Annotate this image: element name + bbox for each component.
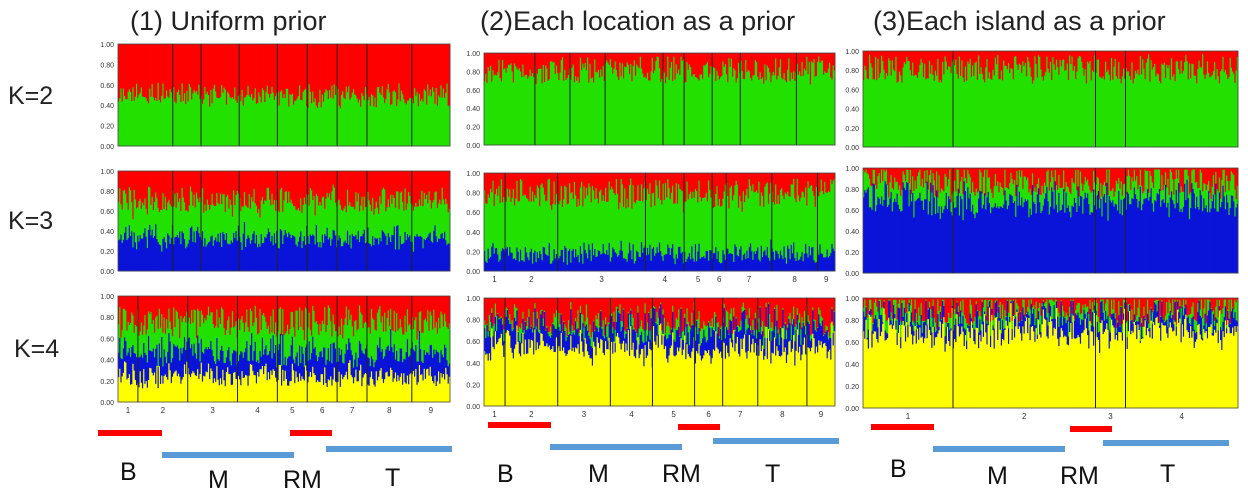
population-tick-label: 2 xyxy=(529,275,534,284)
y-tick-label: 0.00 xyxy=(845,145,859,152)
y-tick-label: 0.00 xyxy=(845,271,859,278)
population-tick-label: 1 xyxy=(492,275,497,284)
y-tick-label: 0.60 xyxy=(100,336,114,343)
y-tick-label: 0.00 xyxy=(466,269,480,276)
y-tick-label: 0.60 xyxy=(845,208,859,215)
structure-plot-uniform-k2: 0.00 0.20 0.40 0.60 0.80 1.00 xyxy=(72,40,457,155)
row-label-k3: K=3 xyxy=(8,207,53,236)
y-tick-label: 0.00 xyxy=(100,400,114,407)
y-tick-label: 0.60 xyxy=(466,88,480,95)
y-tick-label: 1.00 xyxy=(845,49,859,56)
y-tick-label: 0.20 xyxy=(100,249,114,256)
y-tick-label: 0.80 xyxy=(466,69,480,76)
y-tick-label: 1.00 xyxy=(466,171,480,178)
column-title-2: (2)Each location as a prior xyxy=(480,6,795,37)
population-tick-label: 6 xyxy=(717,275,722,284)
y-tick-label: 0.80 xyxy=(100,315,114,322)
population-tick-label: 7 xyxy=(747,275,752,284)
y-tick-label: 0.60 xyxy=(466,210,480,217)
y-tick-label: 0.40 xyxy=(100,229,114,236)
y-tick-label: 0.80 xyxy=(845,187,859,194)
row-label-k2: K=2 xyxy=(8,82,53,111)
y-tick-label: 0.40 xyxy=(100,103,114,110)
y-tick-label: 0.00 xyxy=(466,143,480,150)
structure-plot-uniform-k3: 0.00 0.20 0.40 0.60 0.80 1.00 xyxy=(72,167,457,279)
y-tick-label: 0.80 xyxy=(466,191,480,198)
y-tick-label: 0.60 xyxy=(100,209,114,216)
y-tick-label: 0.20 xyxy=(845,126,859,133)
y-tick-label: 0.80 xyxy=(100,189,114,196)
y-tick-label: 0.00 xyxy=(100,269,114,276)
y-tick-label: 0.20 xyxy=(466,249,480,256)
y-tick-label: 0.20 xyxy=(845,250,859,257)
y-tick-label: 0.40 xyxy=(845,107,859,114)
column-title-1: (1) Uniform prior xyxy=(130,6,327,37)
column-title-3: (3)Each island as a prior xyxy=(873,6,1166,37)
y-tick-label: 0.40 xyxy=(466,106,480,113)
population-tick-label: 3 xyxy=(599,275,604,284)
y-tick-label: 0.80 xyxy=(100,62,114,69)
y-tick-label: 1.00 xyxy=(100,169,114,176)
y-tick-label: 0.60 xyxy=(845,87,859,94)
y-tick-label: 1.00 xyxy=(100,294,114,301)
y-tick-label: 1.00 xyxy=(466,51,480,58)
population-tick-label: 9 xyxy=(824,275,829,284)
row-label-k4: K=4 xyxy=(14,335,59,364)
y-tick-label: 0.40 xyxy=(466,230,480,237)
y-tick-label: 0.20 xyxy=(100,124,114,131)
y-tick-label: 1.00 xyxy=(100,42,114,49)
population-tick-label: 4 xyxy=(663,275,668,284)
y-tick-label: 1.00 xyxy=(845,166,859,173)
population-tick-label: 5 xyxy=(696,275,701,284)
population-tick-label: 8 xyxy=(792,275,797,284)
y-tick-label: 0.40 xyxy=(845,229,859,236)
structure-plot-island-k3: 0.00 0.20 0.40 0.60 0.80 1.00 xyxy=(835,165,1245,285)
structure-plot-location-k3: 0.00 0.20 0.40 0.60 0.80 1.00 1 2 3 4 5 6 7 8 9 xyxy=(456,167,841,297)
y-tick-label: 0.20 xyxy=(466,125,480,132)
structure-plot-island-k2: 0.00 0.20 0.40 0.60 0.80 1.00 xyxy=(835,47,1245,152)
y-tick-label: 0.60 xyxy=(100,83,114,90)
y-tick-label: 0.20 xyxy=(100,379,114,386)
y-tick-label: 0.00 xyxy=(100,144,114,151)
y-tick-label: 0.80 xyxy=(845,68,859,75)
structure-plot-location-k2: 0.00 0.20 0.40 0.60 0.80 1.00 xyxy=(456,47,841,152)
y-tick-label: 0.40 xyxy=(100,358,114,365)
